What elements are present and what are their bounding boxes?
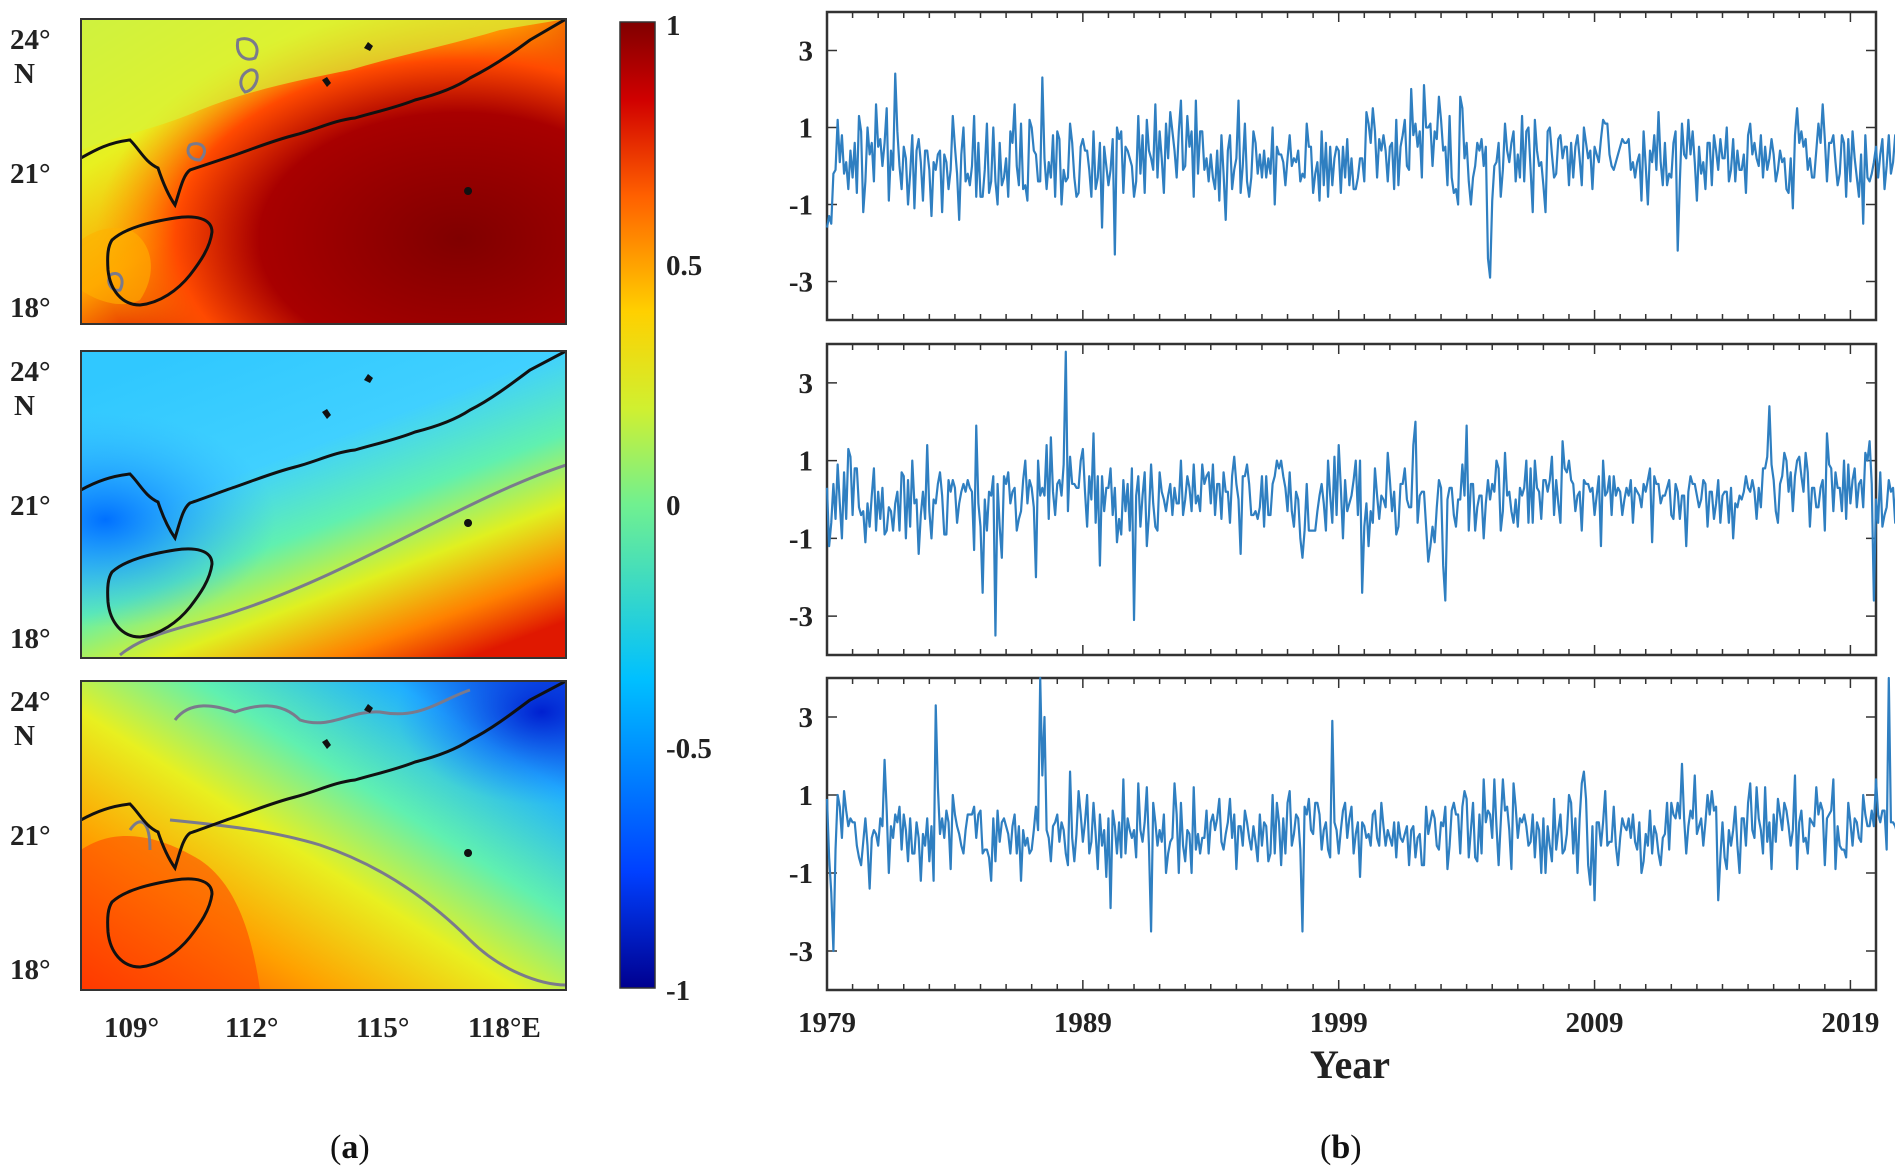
lon-labels: 109° 112° 115° 118°E: [104, 1012, 541, 1044]
series-line-pc1: [825, 72, 1895, 279]
colorbar-label-1: 1: [666, 10, 681, 42]
lat-label-18: 18°: [10, 954, 51, 986]
colorbar-label-minus-0.5: -0.5: [666, 733, 712, 765]
x-tick-label: 1999: [1310, 1007, 1368, 1039]
lat-label-21: 21°: [10, 490, 51, 522]
y-tick-label: -1: [789, 523, 813, 555]
lat-label-n: N: [14, 58, 35, 90]
lat-label-18: 18°: [10, 623, 51, 655]
plot-frame: [825, 676, 1878, 992]
map-frame-1: [80, 18, 567, 325]
caption-b-close: ): [1350, 1129, 1361, 1166]
timeseries-panel-1: 3 1 -1 -3: [789, 10, 1895, 322]
caption-a: (a): [330, 1129, 370, 1166]
x-tick-label: 1979: [798, 1007, 856, 1039]
x-axis-title: Year: [1310, 1042, 1390, 1087]
plot-frame: [825, 10, 1878, 322]
contour-line: [119, 463, 566, 657]
lat-label-n: N: [14, 720, 35, 752]
lat-labels-map-1: 24° N 21° 18°: [10, 24, 51, 324]
caption-b-open: (: [1320, 1129, 1331, 1166]
coastline: [81, 351, 566, 542]
contour-line: [128, 688, 566, 987]
caption-a-close: ): [358, 1129, 369, 1166]
colorbar-label-minus-1: -1: [666, 975, 690, 1007]
caption-b-letter: b: [1331, 1129, 1350, 1166]
y-tick-label: -3: [789, 601, 813, 633]
colorbar-gradient: [619, 21, 656, 989]
lat-label-n: N: [14, 390, 35, 422]
coastline: [81, 681, 566, 872]
x-tick-label: 1989: [1054, 1007, 1112, 1039]
lat-labels-map-3: 24° N 21° 18°: [10, 686, 51, 986]
y-tick-label: -1: [789, 190, 813, 222]
y-tick-label: -1: [789, 858, 813, 890]
caption-a-open: (: [330, 1129, 341, 1166]
hainan-island: [106, 547, 214, 639]
timeseries-panel-2: 3 1 -1 -3: [789, 342, 1895, 657]
lon-label-115: 115°: [356, 1012, 410, 1044]
timeseries-panels: 3 1 -1 -3 3 1 -1 -3 3 1 -1 -3: [789, 10, 1895, 992]
caption-a-letter: a: [341, 1129, 358, 1166]
lat-label-18: 18°: [10, 292, 51, 324]
map-panel-1: [81, 19, 566, 324]
lat-label-21: 21°: [10, 158, 51, 190]
lat-label-24: 24°: [10, 686, 51, 718]
x-tick-labels: 1979 1989 1999 2009 2019: [798, 1007, 1879, 1039]
y-tick-label: 1: [799, 446, 814, 478]
coastline: [81, 19, 566, 209]
lat-label-21: 21°: [10, 820, 51, 852]
lat-label-24: 24°: [10, 24, 51, 56]
colorbar-label-0.5: 0.5: [666, 250, 702, 282]
colorbar: 1 0.5 0 -0.5 -1: [619, 10, 712, 1007]
timeseries-panel-3: 3 1 -1 -3: [789, 676, 1895, 992]
y-tick-label: 3: [799, 36, 814, 68]
x-tick-label: 2019: [1821, 1007, 1879, 1039]
colorbar-label-0: 0: [666, 490, 681, 522]
caption-b: (b): [1320, 1129, 1362, 1166]
series-line-pc3: [825, 676, 1895, 953]
map-frame-3: [80, 680, 567, 991]
lon-label-109: 109°: [104, 1012, 159, 1044]
y-tick-label: 3: [799, 702, 814, 734]
map-frame-2: [80, 350, 567, 659]
lat-label-24: 24°: [10, 356, 51, 388]
hainan-island: [106, 877, 214, 969]
contour-line: [107, 37, 259, 292]
y-tick-label: -3: [789, 936, 813, 968]
hainan-island: [106, 215, 214, 307]
y-tick-label: -3: [789, 267, 813, 299]
lon-label-112: 112°: [225, 1012, 279, 1044]
lon-label-118e: 118°E: [468, 1012, 541, 1044]
series-line-pc2: [825, 350, 1895, 637]
x-tick-label: 2009: [1566, 1007, 1624, 1039]
y-tick-label: 3: [799, 368, 814, 400]
map-panel-3: [81, 681, 566, 990]
y-tick-label: 1: [799, 780, 814, 812]
map-panel-2: [81, 351, 566, 658]
lat-labels-map-2: 24° N 21° 18°: [10, 356, 51, 655]
y-tick-label: 1: [799, 113, 814, 145]
